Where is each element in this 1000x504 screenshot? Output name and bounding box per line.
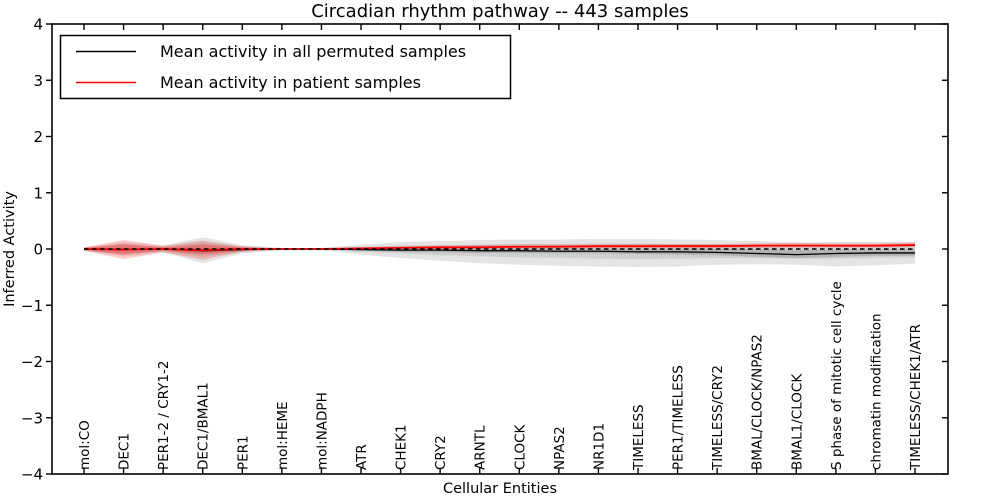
x-category-label: CLOCK (512, 423, 528, 470)
y-tick-label: 0 (33, 241, 43, 259)
x-category-label: ARNTL (473, 425, 489, 470)
x-category-label: TIMELESS (631, 404, 647, 471)
y-tick-label: 1 (33, 184, 43, 202)
y-tick-label: 2 (33, 128, 43, 146)
x-category-label: CRY2 (433, 435, 449, 470)
x-category-label: NPAS2 (552, 426, 568, 470)
x-category-label: BMAL1/CLOCK (789, 373, 805, 470)
legend-box (59, 34, 512, 100)
x-axis-label: Cellular Entities (443, 481, 557, 497)
band-permuted-core (84, 247, 915, 258)
legend-label-patient: Mean activity in patient samples (160, 73, 421, 92)
legend-label-permuted: Mean activity in all permuted samples (160, 42, 466, 61)
x-category-label: NR1D1 (591, 423, 607, 470)
x-category-label: mol:NADPH (314, 392, 330, 470)
y-tick-label: −4 (21, 466, 43, 484)
x-category-label: mol:HEME (275, 401, 291, 470)
y-tick-label: 4 (33, 16, 43, 34)
x-category-label: PER1-2 / CRY1-2 (156, 361, 172, 470)
x-category-label: DEC1 (117, 433, 133, 470)
x-category-label: CHEK1 (394, 424, 410, 470)
y-tick-label: −1 (21, 297, 43, 315)
x-category-label: TIMELESS/CRY2 (710, 365, 726, 471)
x-category-label: chromatin modification (868, 313, 884, 470)
x-category-label: DEC1/BMAL1 (196, 382, 212, 470)
x-category-label: TIMELESS/CHEK1/ATR (908, 324, 924, 471)
y-tick-label: −3 (21, 409, 43, 427)
x-category-label: PER1 (235, 435, 251, 470)
band-patient-band (84, 240, 915, 260)
x-category-label: mol:CO (77, 420, 93, 470)
y-axis-label: Inferred Activity (2, 191, 18, 307)
x-category-label: PER1/TIMELESS (671, 365, 687, 470)
plot-area: 4 3 2 1 0 −1 −2 −3 −4 mol:CO DEC1 PER1-2 / CRY1-2 DE… (21, 16, 949, 484)
x-category-label: BMAL/CLOCK/NPAS2 (750, 334, 766, 470)
y-tick-label: 3 (33, 72, 43, 90)
legend: Mean activity in all permuted samples Me… (59, 34, 512, 100)
chart-title: Circadian rhythm pathway -- 443 samples (311, 1, 689, 22)
x-category-label: ATR (354, 444, 370, 470)
x-category-label: S phase of mitotic cell cycle (829, 281, 845, 470)
y-tick-label: −2 (21, 353, 43, 371)
